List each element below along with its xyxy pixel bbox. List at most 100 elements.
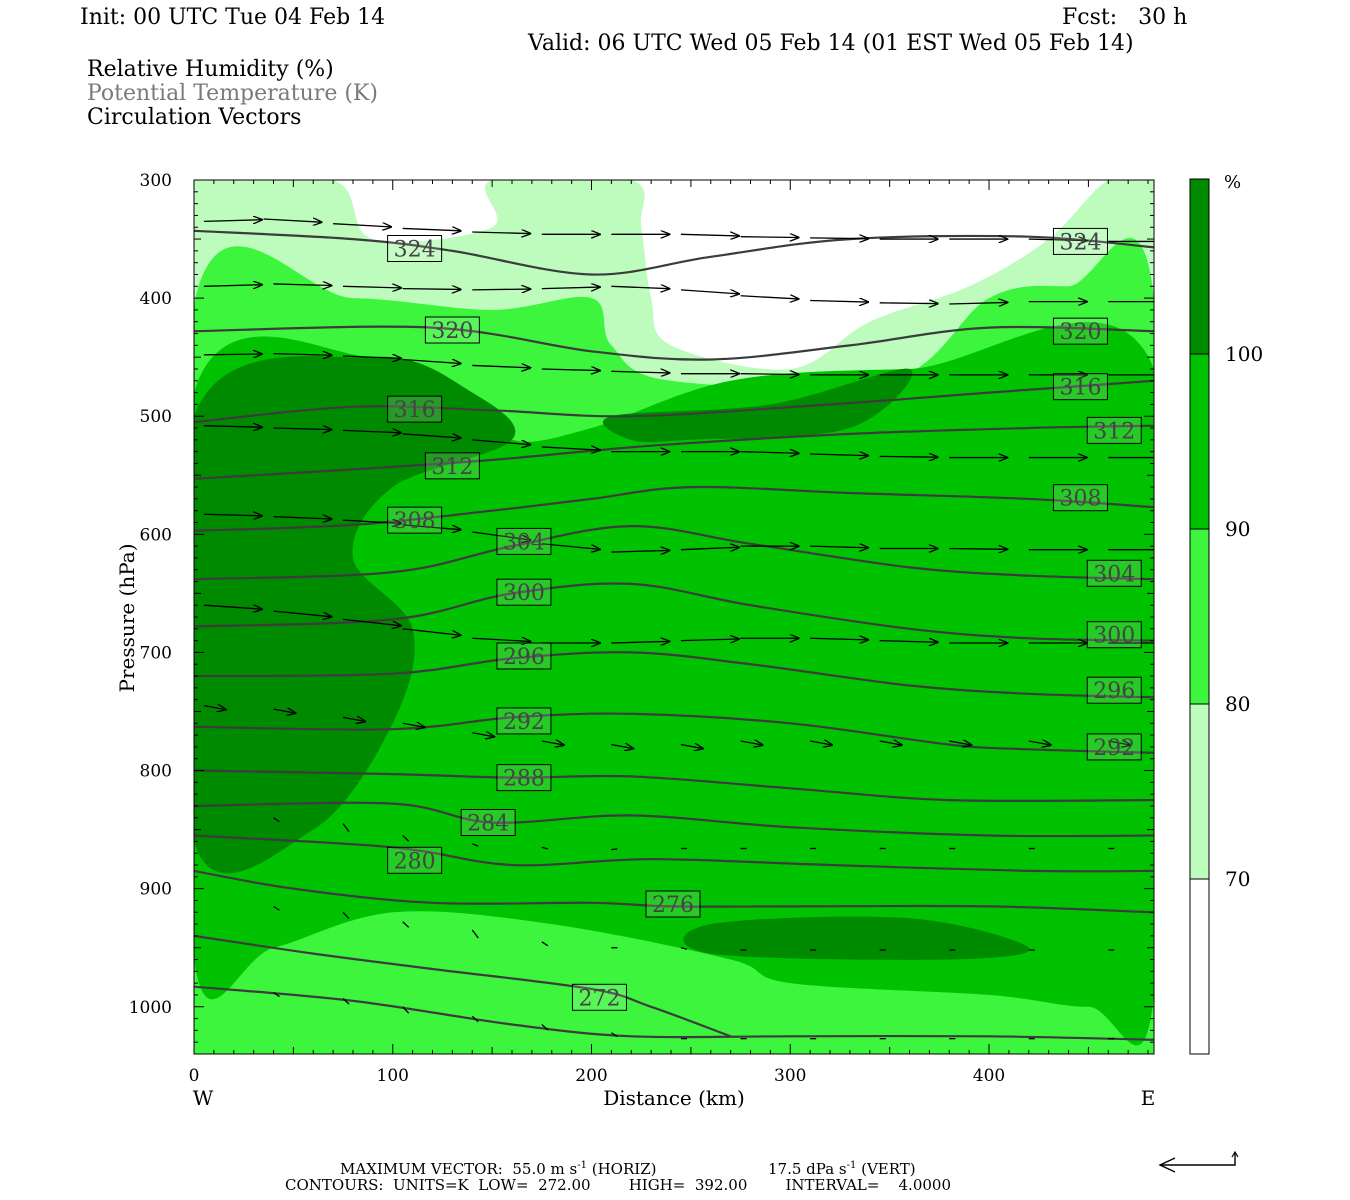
circulation-vector-0-4 [472, 232, 530, 234]
theta-contour-292 [194, 712, 1154, 754]
circulation-vector-4-4 [472, 531, 530, 540]
circulation-vector-5-10 [879, 641, 938, 643]
circulation-vector-4-3 [402, 524, 461, 530]
circulation-vector-2-0 [203, 354, 262, 355]
y-tick-label-300: 300 [140, 171, 172, 191]
theta-label-300-0: 300 [503, 581, 545, 606]
theta-label-304-0: 304 [503, 530, 545, 555]
theta-contour-280 [194, 834, 1154, 873]
valid-time-label: Valid: 06 UTC Wed 05 Feb 14 (01 EST Wed … [528, 31, 1134, 56]
circulation-vector-6-2 [342, 717, 365, 721]
theta-contour-324 [194, 229, 1154, 276]
colorbar-label-80: 80 [1225, 692, 1250, 716]
field-label-rh: Relative Humidity (%) [87, 57, 334, 82]
contour-label-layer: 324 324 320 320 316 316 312 312 308 308 304 304 300 3… [387, 227, 1142, 1011]
circulation-vector-2-3 [402, 358, 461, 364]
circulation-vector-8-2 [402, 921, 410, 928]
colorbar: 100 90 80 70% [1189, 172, 1263, 1055]
colorbar-segment-0 [1190, 179, 1209, 354]
circulation-vector-1-5 [541, 287, 600, 289]
theta-label-316-1: 316 [1059, 376, 1101, 401]
circulation-vector-3-9 [810, 454, 868, 456]
theta-label-box-296-0 [496, 642, 552, 670]
theta-label-292-0: 292 [503, 710, 545, 735]
colorbar-segment-3 [1190, 704, 1209, 879]
field-label-theta: Potential Temperature (K) [87, 81, 378, 106]
circulation-vector-3-3 [402, 433, 461, 438]
theta-label-320-1: 320 [1059, 320, 1101, 345]
x-tick-label-0: 0 [189, 1066, 200, 1086]
circulation-vector-8-3 [471, 929, 479, 939]
y-tick-label-600: 600 [140, 525, 172, 545]
colorbar-segment-2 [1190, 529, 1209, 704]
humidity-region-rh100-1 [602, 368, 913, 443]
circulation-vector-7-4 [541, 846, 548, 850]
circulation-vector-1-7 [680, 289, 739, 294]
axis-label-layer: 0 100 200 300 400 300 400 500 600 700 800 900 1000 Di… [115, 171, 1155, 1110]
colorbar-unit-label: % [1224, 172, 1241, 193]
y-axis-title: Pressure (hPa) [115, 544, 139, 693]
circulation-vector-6-9 [810, 741, 832, 745]
theta-label-box-292-0 [496, 707, 552, 735]
circulation-vector-4-1 [273, 517, 332, 519]
circulation-vector-8-4 [541, 941, 549, 947]
theta-label-box-312-0 [424, 452, 480, 480]
x-tick-label-200: 200 [575, 1066, 607, 1086]
theta-label-box-324-0 [387, 235, 443, 263]
circulation-vector-4-0 [203, 514, 262, 516]
theta-contour-316 [194, 379, 1154, 424]
circulation-vector-3-2 [343, 430, 401, 432]
circulation-vector-2-5 [541, 369, 600, 371]
circulation-vector-7-0 [273, 817, 280, 823]
theta-label-308-1: 308 [1059, 487, 1101, 512]
circulation-vector-2-8 [740, 374, 799, 375]
circulation-vector-8-1 [342, 911, 350, 920]
theta-label-292-1: 292 [1093, 736, 1135, 761]
y-tick-label-500: 500 [140, 407, 172, 427]
circulation-vector-7-2 [402, 835, 410, 842]
humidity-region-rh90-0 [194, 322, 1154, 1046]
circulation-vector-5-1 [273, 610, 332, 617]
theta-label-300-1: 300 [1093, 624, 1135, 649]
humidity-region-rh100-0 [194, 356, 516, 874]
circulation-vector-6-0 [203, 706, 226, 710]
circulation-vector-6-1 [273, 709, 296, 713]
theta-label-276-0: 276 [652, 893, 694, 918]
theta-contour-300 [194, 582, 1154, 642]
circulation-vector-4-7 [680, 547, 739, 549]
circulation-vector-1-1 [273, 284, 332, 286]
y-tick-label-700: 700 [140, 643, 172, 663]
circulation-vector-0-9 [810, 238, 868, 239]
circulation-vector-5-4 [472, 638, 530, 641]
circulation-vector-6-7 [680, 745, 703, 749]
circulation-vector-layer [203, 219, 1154, 1040]
theta-label-284-0: 284 [467, 812, 509, 837]
circulation-vector-6-4 [472, 733, 494, 737]
x-tick-label-100: 100 [377, 1066, 409, 1086]
circulation-vector-3-1 [273, 428, 332, 430]
circulation-vector-2-6 [611, 371, 669, 373]
circulation-vector-8-6 [680, 947, 688, 950]
theta-label-box-276-0 [645, 890, 701, 918]
circulation-vector-5-7 [680, 639, 739, 641]
theta-label-box-324-1 [1052, 227, 1108, 255]
y-tick-label-1000: 1000 [129, 998, 172, 1018]
circulation-vector-0-0 [203, 220, 262, 222]
circulation-vector-5-2 [342, 618, 401, 625]
theta-label-box-304-1 [1086, 559, 1142, 587]
circulation-vector-0-2 [333, 224, 391, 227]
circulation-vector-5-6 [611, 641, 669, 643]
circulation-vector-6-6 [611, 745, 633, 749]
theta-label-box-312-1 [1086, 416, 1142, 444]
circulation-vector-6-11 [949, 741, 971, 745]
circulation-vector-6-10 [879, 741, 902, 745]
circulation-vector-9-4 [541, 1023, 549, 1031]
circulation-vector-3-4 [472, 439, 530, 445]
colorbar-frame [1189, 178, 1210, 1055]
theta-label-box-292-1 [1086, 733, 1142, 761]
circulation-vector-4-5 [541, 543, 600, 550]
theta-label-box-304-0 [496, 527, 552, 555]
circulation-vector-0-3 [402, 228, 461, 230]
circulation-vector-3-5 [541, 447, 600, 450]
field-label-vectors: Circulation Vectors [87, 105, 302, 130]
